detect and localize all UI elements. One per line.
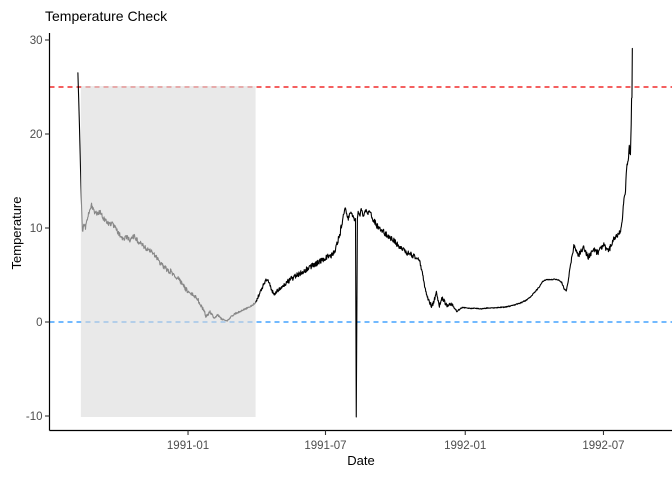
x-tick-label: 1991-01: [167, 440, 209, 452]
x-tick-label: 1992-01: [444, 440, 486, 452]
y-tick-label: 20: [30, 129, 43, 141]
plot-title: Temperature Check: [45, 8, 168, 24]
y-tick-label: 30: [30, 35, 43, 47]
y-tick-label: 0: [36, 317, 42, 329]
x-axis-title: Date: [347, 453, 374, 468]
y-tick-label: 10: [30, 223, 43, 235]
x-tick-label: 1991-07: [304, 440, 346, 452]
highlight-region: [80, 86, 256, 417]
x-tick-label: 1992-07: [582, 440, 624, 452]
y-tick-label: -10: [26, 411, 43, 423]
y-axis-title: Temperature: [9, 197, 24, 270]
